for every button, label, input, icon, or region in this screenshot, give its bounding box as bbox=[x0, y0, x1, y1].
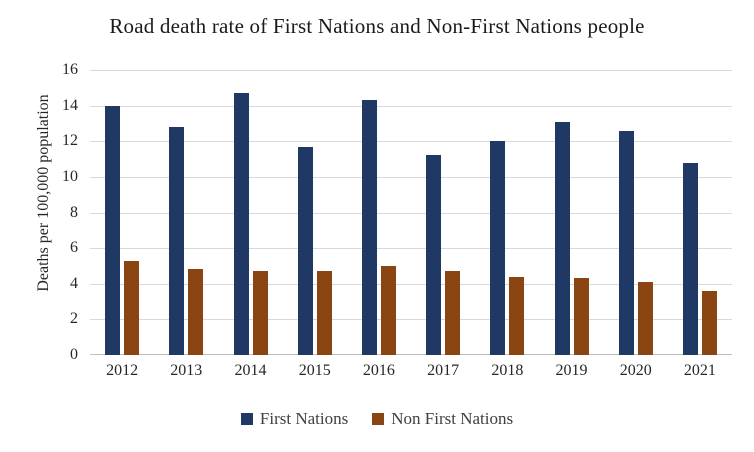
x-axis-line bbox=[90, 354, 732, 355]
gridline-12 bbox=[90, 141, 732, 143]
chart-title: Road death rate of First Nations and Non… bbox=[109, 14, 645, 38]
y-axis-ticks: 0 2 4 6 8 10 12 14 16 bbox=[0, 61, 78, 363]
x-axis-labels: 2012 2013 2014 2015 2016 2017 2018 2019 2020 2021 bbox=[90, 362, 732, 380]
bar-groups bbox=[90, 70, 732, 355]
x-tick-label-2017: 2017 bbox=[427, 362, 460, 379]
x-tick-label-2020: 2020 bbox=[619, 362, 652, 379]
bar-non-first-nations-2013 bbox=[188, 269, 204, 355]
bar-first-nations-2016 bbox=[361, 100, 377, 355]
gridline-2 bbox=[90, 319, 732, 321]
bar-non-first-nations-2020 bbox=[637, 282, 653, 355]
gridline-16 bbox=[90, 70, 732, 71]
bar-non-first-nations-2015 bbox=[316, 271, 332, 355]
legend-swatch-first-nations bbox=[240, 413, 253, 425]
gridline-8 bbox=[90, 212, 732, 214]
legend-item-non-first-nations: Non First Nations bbox=[372, 409, 513, 429]
x-tick-label-2015: 2015 bbox=[298, 362, 331, 379]
bar-non-first-nations-2018 bbox=[509, 277, 525, 355]
bar-first-nations-2018 bbox=[490, 141, 506, 355]
x-tick-label-2021: 2021 bbox=[683, 362, 716, 379]
y-tick-label-6: 6 bbox=[70, 239, 78, 257]
y-tick-label-16: 16 bbox=[62, 61, 78, 78]
bar-group-2017 bbox=[411, 70, 475, 355]
plot-area bbox=[90, 70, 732, 355]
legend-label-first-nations: First Nations bbox=[259, 409, 349, 428]
bar-group-2016 bbox=[347, 70, 411, 355]
x-tick-label-2019: 2019 bbox=[555, 362, 588, 379]
x-tick-label-2014: 2014 bbox=[234, 362, 267, 379]
x-tick-label-2018: 2018 bbox=[491, 362, 524, 379]
bar-group-2021 bbox=[668, 70, 732, 355]
y-tick-label-4: 4 bbox=[70, 274, 78, 292]
gridline-6 bbox=[90, 248, 732, 250]
bar-first-nations-2014 bbox=[233, 93, 249, 355]
bar-group-2014 bbox=[218, 70, 282, 355]
y-tick-label-12: 12 bbox=[62, 132, 78, 150]
bar-non-first-nations-2016 bbox=[380, 266, 396, 355]
bar-group-2019 bbox=[539, 70, 603, 355]
bar-first-nations-2021 bbox=[682, 163, 698, 355]
x-tick-label-2012: 2012 bbox=[106, 362, 139, 379]
bar-non-first-nations-2019 bbox=[573, 278, 589, 355]
bar-first-nations-2017 bbox=[426, 155, 442, 355]
gridline-14 bbox=[90, 105, 732, 107]
bar-group-2020 bbox=[604, 70, 668, 355]
y-tick-label-14: 14 bbox=[62, 96, 78, 114]
bar-first-nations-2019 bbox=[554, 122, 570, 355]
gridline-4 bbox=[90, 283, 732, 285]
bar-first-nations-2020 bbox=[618, 131, 634, 355]
bar-non-first-nations-2012 bbox=[124, 261, 140, 355]
bar-group-2015 bbox=[283, 70, 347, 355]
bar-non-first-nations-2017 bbox=[445, 271, 461, 355]
bar-non-first-nations-2021 bbox=[701, 291, 717, 355]
legend-label-non-first-nations: Non First Nations bbox=[391, 409, 514, 428]
legend-item-first-nations: First Nations bbox=[240, 409, 349, 429]
bar-group-2018 bbox=[475, 70, 539, 355]
bar-first-nations-2013 bbox=[169, 127, 185, 355]
bar-group-2013 bbox=[154, 70, 218, 355]
bar-group-2012 bbox=[90, 70, 154, 355]
x-tick-label-2013: 2013 bbox=[170, 362, 203, 379]
bar-first-nations-2015 bbox=[297, 147, 313, 355]
y-tick-label-0: 0 bbox=[70, 346, 78, 363]
legend-swatch-non-first-nations bbox=[372, 413, 385, 425]
bar-first-nations-2012 bbox=[105, 106, 121, 355]
gridline-10 bbox=[90, 176, 732, 178]
legend: First Nations Non First Nations bbox=[0, 409, 754, 429]
y-tick-label-8: 8 bbox=[70, 203, 78, 221]
y-tick-label-10: 10 bbox=[62, 167, 78, 185]
y-tick-label-2: 2 bbox=[70, 310, 78, 328]
x-tick-label-2016: 2016 bbox=[362, 362, 395, 379]
bar-non-first-nations-2014 bbox=[252, 271, 268, 355]
